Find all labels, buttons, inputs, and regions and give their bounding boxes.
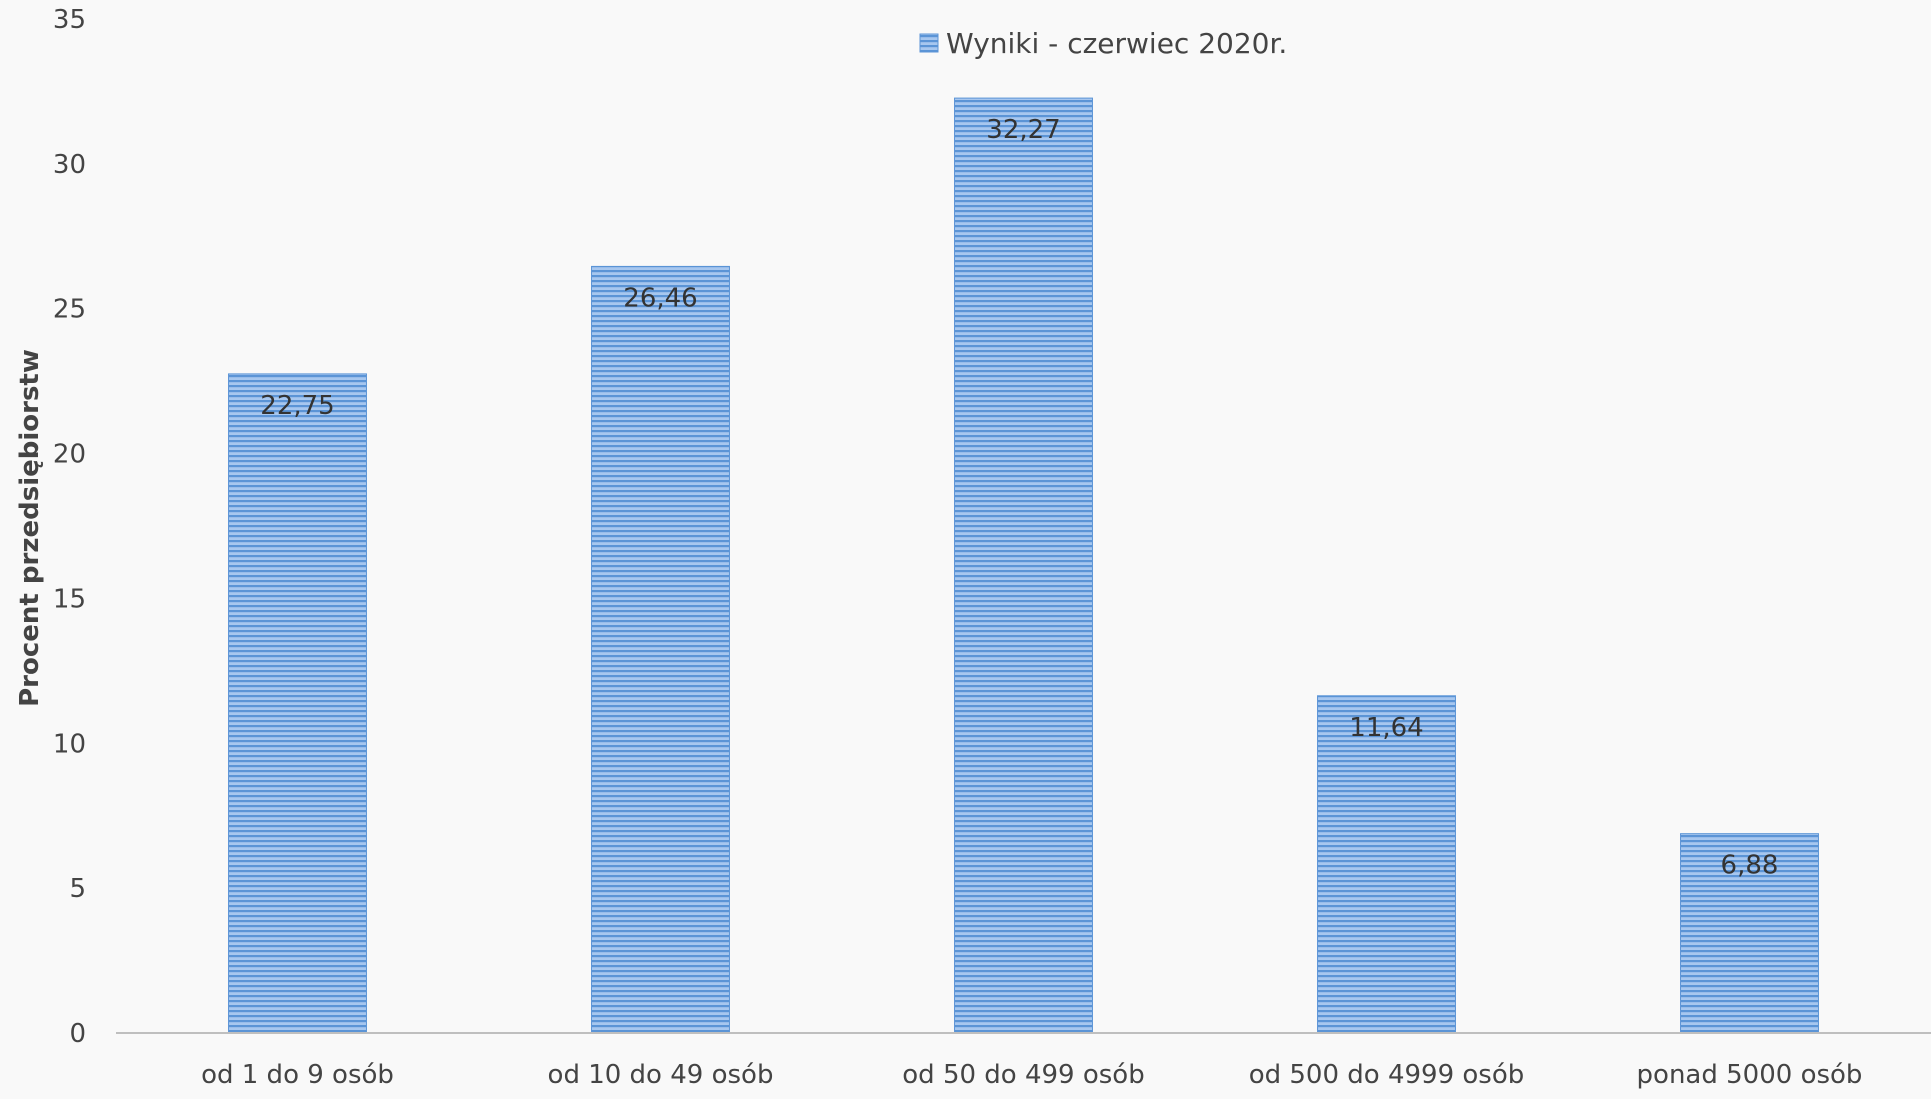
bar (228, 373, 367, 1034)
bar (591, 265, 730, 1034)
data-label: 22,75 (260, 391, 334, 421)
bars (228, 97, 1819, 1034)
y-tick-label: 35 (53, 5, 86, 35)
y-tick-label: 15 (53, 584, 86, 614)
y-axis-title: Procent przedsiębiorstw (15, 349, 45, 707)
y-tick-label: 5 (69, 874, 86, 904)
bar (1680, 833, 1819, 1034)
x-tick-label: od 500 do 4999 osób (1249, 1060, 1525, 1090)
data-label: 6,88 (1721, 851, 1779, 881)
legend-label: Wyniki - czerwiec 2020r. (946, 27, 1287, 60)
y-tick-label: 20 (53, 440, 86, 470)
x-tick-label: od 10 do 49 osób (548, 1060, 774, 1090)
bar (1317, 695, 1456, 1034)
data-label: 11,64 (1349, 713, 1423, 743)
x-tick-label: ponad 5000 osób (1637, 1060, 1863, 1090)
data-label: 26,46 (623, 283, 697, 313)
x-tick-label: od 50 do 499 osób (902, 1060, 1144, 1090)
bar (954, 97, 1093, 1034)
x-axis: od 1 do 9 osób od 10 do 49 osób od 50 do 4… (201, 1060, 1862, 1090)
y-tick-label: 25 (53, 295, 86, 325)
data-label: 32,27 (986, 115, 1060, 145)
x-tick-label: od 1 do 9 osób (201, 1060, 394, 1090)
data-labels: 22,75 26,46 32,27 11,64 6,88 (260, 115, 1778, 881)
y-tick-label: 30 (53, 150, 86, 180)
legend: Wyniki - czerwiec 2020r. (919, 27, 1287, 60)
y-tick-label: 0 (69, 1019, 86, 1049)
y-tick-label: 10 (53, 729, 86, 759)
y-axis: 0 5 10 15 20 25 30 35 (53, 5, 86, 1049)
legend-swatch (919, 33, 939, 53)
